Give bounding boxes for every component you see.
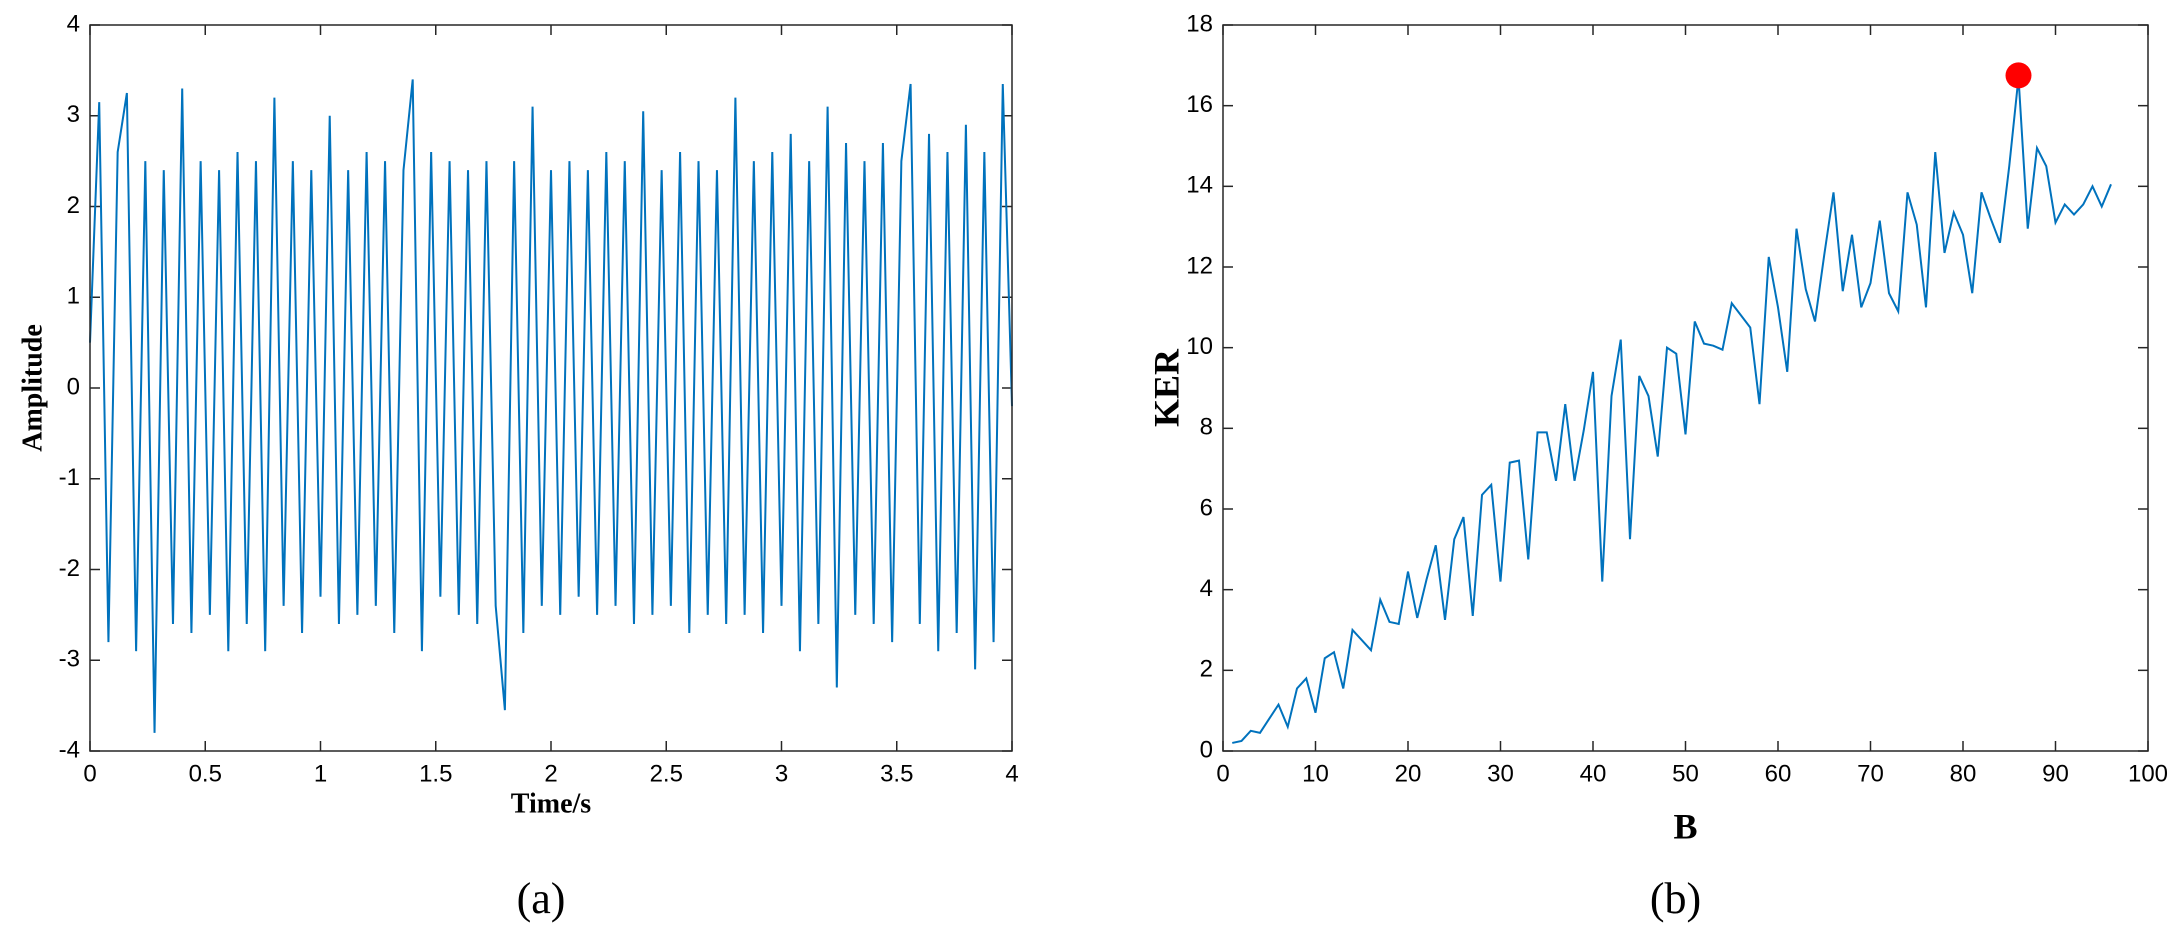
x-tick-label: 0 <box>1216 760 1229 787</box>
y-tick-label: -2 <box>59 555 80 582</box>
plot-frame <box>1222 24 2149 752</box>
x-tick-label: 100 <box>2128 760 2168 787</box>
x-tick-label: 0 <box>83 760 96 787</box>
y-tick-label: 4 <box>1200 575 1213 602</box>
y-tick-label: -3 <box>59 646 80 673</box>
y-tick-label: -4 <box>59 736 80 763</box>
x-tick-label: 50 <box>1672 760 1699 787</box>
x-tick-label: 70 <box>1857 760 1884 787</box>
x-tick-label: 10 <box>1302 760 1329 787</box>
y-tick-label: -1 <box>59 464 80 491</box>
y-tick-label: 2 <box>67 192 80 219</box>
y-tick-label: 3 <box>67 101 80 128</box>
x-tick-label: 2 <box>544 760 557 787</box>
x-tick-label: 60 <box>1765 760 1792 787</box>
x-tick-label: 40 <box>1580 760 1607 787</box>
x-tick-label: 2.5 <box>650 760 683 787</box>
y-tick-label: 12 <box>1186 252 1213 279</box>
x-tick-label: 1 <box>314 760 327 787</box>
y-tick-label: 2 <box>1200 656 1213 683</box>
y-tick-label: 1 <box>67 283 80 310</box>
x-tick-label: 30 <box>1487 760 1514 787</box>
y-tick-label: 0 <box>1200 736 1213 763</box>
x-tick-label: 80 <box>1950 760 1977 787</box>
x-tick-label: 0.5 <box>189 760 222 787</box>
y-axis-label: KER <box>1146 348 1186 427</box>
y-axis-label: Amplitude <box>17 324 48 452</box>
x-tick-label: 4 <box>1005 760 1018 787</box>
data-line <box>1232 77 2112 744</box>
y-tick-label: 18 <box>1186 10 1213 37</box>
x-axis-label: Time/s <box>511 788 591 819</box>
y-tick-label: 4 <box>67 10 80 37</box>
y-tick-label: 14 <box>1186 172 1213 199</box>
x-tick-label: 1.5 <box>419 760 452 787</box>
highlight-point <box>2005 62 2032 89</box>
subfigure-caption: (a) <box>517 874 566 923</box>
x-axis-label: B <box>1673 806 1697 846</box>
x-tick-label: 3.5 <box>880 760 913 787</box>
y-tick-label: 10 <box>1186 333 1213 360</box>
subfigure-caption: (b) <box>1650 874 1701 923</box>
plot-frame <box>89 24 1013 752</box>
data-line <box>89 79 1013 733</box>
y-tick-label: 16 <box>1186 91 1213 118</box>
x-tick-label: 90 <box>2042 760 2069 787</box>
y-tick-label: 8 <box>1200 414 1213 441</box>
x-tick-label: 20 <box>1395 760 1422 787</box>
y-tick-label: 0 <box>67 373 80 400</box>
y-tick-label: 6 <box>1200 494 1213 521</box>
x-tick-label: 3 <box>775 760 788 787</box>
